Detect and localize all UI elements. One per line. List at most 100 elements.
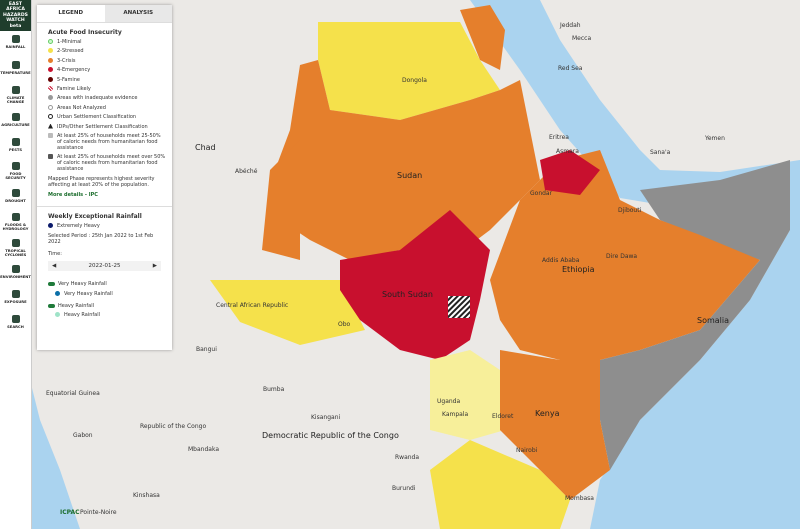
map-label: South Sudan	[382, 290, 433, 299]
tab[interactable]: LEGEND	[58, 10, 84, 16]
next[interactable]: ▶	[152, 263, 157, 270]
nav-icon	[11, 162, 20, 170]
map-label: Abéché	[235, 168, 258, 175]
legend-panel: LEGEND ANALYSIS Acute Food Insecurity 1-…	[37, 5, 172, 350]
nav-item[interactable]: AGRICULTURE	[0, 113, 31, 127]
legend-label: Extremely Heavy	[57, 223, 100, 230]
chad-east	[262, 140, 300, 260]
map-label: Sudan	[397, 171, 422, 180]
nav-item[interactable]: TEMPERATURE	[0, 61, 31, 75]
nav-item[interactable]: TROPICAL CYCLONES	[0, 239, 31, 257]
nav-icon	[11, 113, 20, 121]
nav-icon	[11, 189, 20, 197]
legend-row: Areas Not Analyzed	[37, 104, 172, 111]
map-label: Mecca	[572, 35, 591, 42]
link-row: More details - IPC	[37, 192, 172, 198]
nav-item[interactable]: SEARCH	[0, 315, 31, 329]
sudan	[275, 5, 540, 260]
nav-icon	[11, 35, 20, 43]
tanzania	[430, 440, 570, 529]
nav-item[interactable]: EXPOSURE	[0, 290, 31, 304]
map-label: Uganda	[437, 398, 460, 405]
marker	[48, 154, 53, 160]
legend-row: 2-Stressed	[37, 48, 172, 54]
layer-toggle[interactable]: Heavy Rainfall	[37, 303, 172, 309]
note: Mapped Phase represents highest severity…	[48, 176, 155, 189]
legend-label: Heavy Rainfall	[64, 312, 100, 319]
eritrea	[540, 150, 600, 195]
map-label: Eritrea	[549, 134, 569, 141]
nav-item[interactable]: FLOODS & HYDROLOGY	[0, 213, 31, 231]
map-label: Bumba	[263, 386, 285, 393]
tab[interactable]: ANALYSIS	[104, 5, 172, 22]
nav-label: SEARCH	[7, 325, 24, 329]
marker	[48, 67, 53, 73]
nav-label: PESTS	[8, 148, 23, 152]
tabs: LEGEND ANALYSIS	[37, 5, 172, 23]
map-label: Central African Republic	[216, 302, 288, 309]
legend-row: Areas with inadequate evidence	[37, 95, 172, 101]
marker	[48, 132, 53, 138]
nav-item[interactable]: DROUGHT	[0, 189, 31, 203]
time-control[interactable]: ◀ 2022-01-25 ▶	[48, 261, 161, 272]
marker	[48, 104, 53, 110]
nav-item[interactable]: RAINFALL	[0, 35, 31, 49]
marker	[48, 114, 53, 120]
section-title: Weekly Exceptional Rainfall	[48, 213, 142, 221]
nav-icon	[11, 61, 20, 69]
food-legend: 1-Minimal 2-Stressed 3-Crisis 4-Emergency 5-…	[37, 39, 172, 172]
legend-row: Extremely Heavy	[37, 223, 172, 229]
map-label: Gondar	[530, 190, 553, 197]
logo[interactable]: EAST AFRICA HAZARDS WATCH beta	[0, 0, 31, 31]
toggle[interactable]	[48, 303, 55, 308]
legend-row: Famine Likely	[37, 85, 172, 92]
map-label: Kinshasa	[133, 492, 160, 499]
prev[interactable]: ◀	[52, 263, 57, 270]
legend-row: IDPs/Other Settlement Classification	[37, 123, 172, 130]
nav-label: ENVIRONMENT	[0, 275, 31, 279]
toggle-label: Heavy Rainfall	[58, 302, 94, 309]
marker	[48, 85, 53, 91]
nav-label: DROUGHT	[5, 199, 26, 203]
nav-label: FLOODS & HYDROLOGY	[2, 223, 29, 231]
ethiopia	[490, 150, 760, 360]
nav-label: CLIMATE CHANGE	[6, 96, 25, 104]
nav-item[interactable]: FOOD SECURITY	[0, 162, 31, 180]
car	[210, 280, 365, 345]
nav-item[interactable]: PESTS	[0, 138, 31, 152]
legend-row: Very Heavy Rainfall	[37, 290, 172, 297]
map-labels: Jeddah Mecca Red Sea Yemen Sana'a Chad Dongola…	[46, 22, 729, 516]
map-label: Nairobi	[516, 447, 538, 454]
legend-row: Urban Settlement Classification	[37, 114, 172, 120]
section-title: Acute Food Insecurity	[48, 29, 122, 36]
map-label: Gabon	[73, 432, 93, 439]
famine-likely	[448, 296, 470, 318]
nav-label: FOOD SECURITY	[5, 172, 26, 180]
map-label: Obo	[338, 321, 351, 328]
link[interactable]: More details - IPC	[48, 192, 98, 199]
marker	[48, 76, 53, 82]
legend-row: 1-Minimal	[37, 39, 172, 45]
marker	[48, 39, 53, 44]
map-label: Dire Dawa	[606, 253, 637, 260]
nav-icon	[11, 213, 20, 221]
marker	[55, 290, 60, 296]
marker	[48, 223, 53, 229]
nav-label: TROPICAL CYCLONES	[4, 249, 27, 257]
map-label: Rwanda	[395, 454, 419, 461]
legend-row: At least 25% of households meet 25-50% o…	[37, 132, 172, 151]
nav-label: EXPOSURE	[4, 300, 27, 304]
legend-label: Very Heavy Rainfall	[64, 290, 113, 297]
legend-label: At least 25% of households meet 25-50% o…	[57, 132, 161, 151]
divider	[37, 206, 172, 208]
map-label: Eldoret	[492, 413, 514, 420]
toggle[interactable]	[48, 282, 55, 287]
map-label: Djibouti	[618, 207, 642, 214]
nav-item[interactable]: ENVIRONMENT	[0, 265, 31, 279]
map-label: Republic of the Congo	[140, 423, 206, 430]
nav-item[interactable]: CLIMATE CHANGE	[0, 86, 31, 104]
map-label: Democratic Republic of the Congo	[262, 431, 399, 440]
legend-row: 3-Crisis	[37, 57, 172, 64]
layer-toggle[interactable]: Very Heavy Rainfall	[37, 281, 172, 287]
